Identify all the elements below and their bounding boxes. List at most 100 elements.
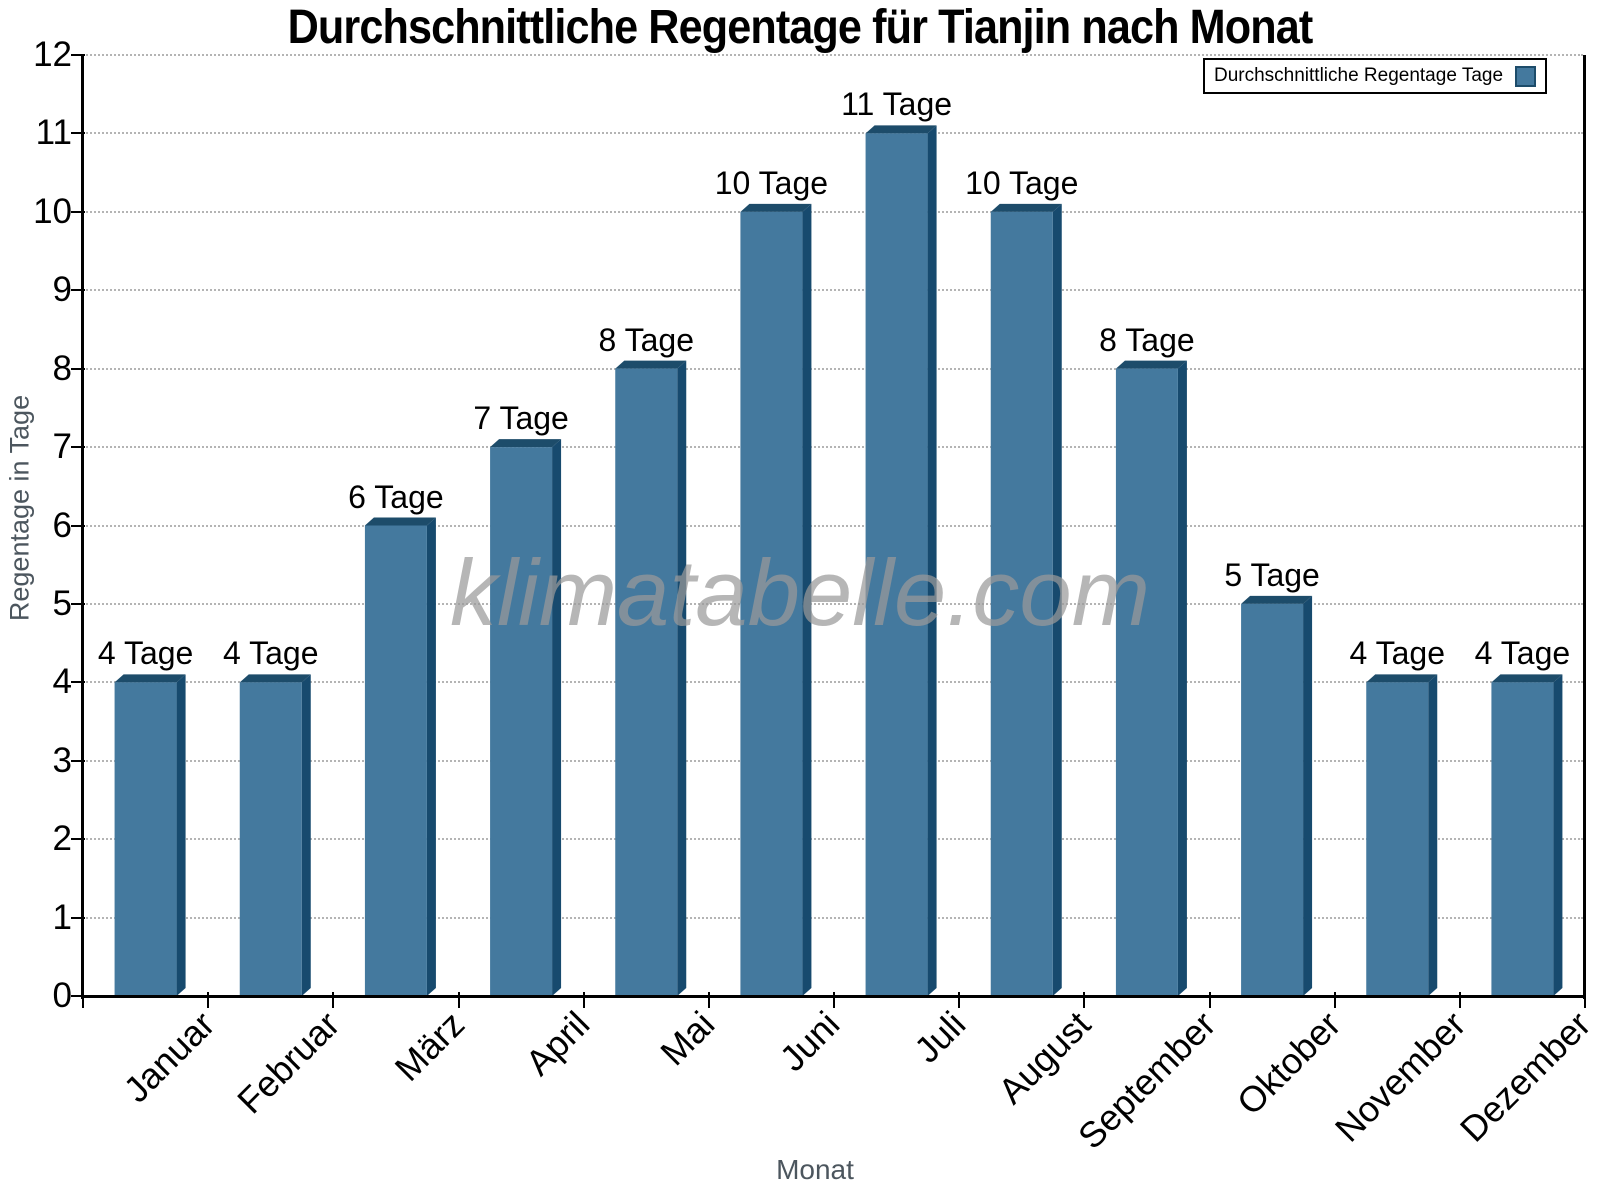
bar-mai	[615, 360, 687, 997]
y-tick-label-4: 4	[52, 662, 72, 702]
bar-value-label-september: 8 Tage	[1099, 321, 1195, 358]
bar-front-face	[239, 682, 302, 996]
gridline-5	[83, 602, 1583, 605]
bar-front-face	[615, 368, 678, 997]
x-tick-mark-11	[1458, 992, 1461, 1008]
y-tick-mark-12	[71, 54, 85, 56]
bar-value-label-januar: 4 Tage	[97, 635, 194, 672]
x-tick-mark-0	[82, 992, 84, 1008]
bar-side-face	[176, 674, 186, 996]
bar-side-face	[1428, 674, 1438, 996]
bar-november	[1366, 674, 1438, 996]
x-tick-mark-4	[582, 992, 585, 1008]
y-tick-label-12: 12	[33, 35, 72, 74]
gridline-3	[83, 759, 1583, 762]
y-tick-label-0: 0	[52, 976, 72, 1015]
bar-top-face	[239, 674, 311, 683]
bar-front-face	[1115, 368, 1178, 997]
bar-side-face	[1052, 203, 1062, 997]
bar-top-face	[114, 674, 186, 683]
y-tick-label-6: 6	[52, 505, 72, 545]
x-tick-mark-12	[1584, 992, 1586, 1008]
y-tick-mark-7	[71, 446, 85, 449]
y-tick-mark-8	[71, 367, 85, 370]
y-tick-label-5: 5	[52, 583, 72, 623]
x-tick-mark-3	[457, 992, 460, 1008]
bar-top-face	[615, 360, 687, 369]
bar-value-label-märz: 6 Tage	[348, 478, 444, 515]
y-axis-title: Regentage in Tage	[4, 394, 35, 622]
x-tick-mark-2	[332, 992, 335, 1008]
gridline-7	[83, 446, 1583, 449]
gridline-2	[83, 838, 1583, 841]
bar-front-face	[990, 211, 1053, 997]
bar-juli	[865, 125, 937, 996]
bar-april	[490, 439, 562, 996]
bar-front-face	[364, 525, 427, 996]
gridline-6	[83, 524, 1583, 527]
gridline-9	[83, 289, 1583, 292]
bar-oktober	[1241, 595, 1313, 996]
bar-value-label-oktober: 5 Tage	[1224, 556, 1320, 593]
bar-top-face	[490, 439, 562, 448]
y-tick-mark-4	[71, 681, 85, 684]
bar-top-face	[364, 517, 436, 526]
x-tick-mark-8	[1083, 992, 1086, 1008]
bar-value-label-november: 4 Tage	[1349, 635, 1446, 672]
y-tick-label-7: 7	[52, 427, 72, 467]
x-axis-title: Monat	[776, 1154, 854, 1185]
legend: Durchschnittliche Regentage Tage	[1203, 58, 1547, 94]
y-tick-label-10: 10	[33, 191, 72, 231]
bar-front-face	[740, 211, 803, 997]
bar-front-face	[1366, 682, 1429, 996]
y-tick-mark-5	[71, 602, 85, 605]
bar-top-face	[1115, 360, 1187, 369]
chart-title: Durchschnittliche Regentage für Tianjin …	[287, 1, 1314, 54]
bar-front-face	[865, 133, 928, 996]
bar-value-label-februar: 4 Tage	[223, 635, 319, 672]
bar-side-face	[1303, 595, 1313, 996]
bar-top-face	[1366, 674, 1438, 683]
bar-märz	[364, 517, 436, 996]
bar-top-face	[740, 203, 812, 212]
bar-value-label-dezember: 4 Tage	[1474, 635, 1571, 672]
bar-top-face	[1241, 595, 1313, 604]
gridline-10	[83, 210, 1583, 213]
x-tick-mark-5	[707, 992, 710, 1008]
bar-side-face	[927, 125, 937, 996]
x-tick-mark-7	[958, 992, 961, 1008]
y-tick-mark-6	[71, 524, 85, 527]
y-tick-label-2: 2	[52, 819, 72, 859]
bar-side-face	[552, 439, 562, 996]
gridline-8	[83, 367, 1583, 370]
bar-side-face	[426, 517, 436, 996]
y-tick-label-1: 1	[52, 897, 72, 937]
bar-dezember	[1491, 674, 1563, 996]
bar-side-face	[802, 203, 812, 997]
bar-front-face	[114, 682, 177, 996]
bar-front-face	[1241, 603, 1304, 996]
bar-front-face	[1491, 682, 1554, 996]
bar-value-label-juli: 11 Tage	[841, 86, 953, 123]
y-tick-mark-9	[71, 289, 85, 292]
y-tick-mark-11	[71, 132, 85, 135]
x-tick-mark-1	[207, 992, 210, 1008]
bar-value-label-august: 10 Tage	[965, 164, 1079, 201]
bar-top-face	[865, 125, 937, 134]
y-tick-mark-10	[71, 210, 85, 213]
bar-februar	[239, 674, 311, 996]
y-tick-label-8: 8	[52, 348, 72, 388]
plot-right-border	[1583, 55, 1586, 999]
legend-swatch	[1515, 65, 1537, 87]
bar-value-label-juni: 10 Tage	[714, 164, 829, 201]
bar-top-face	[1491, 674, 1563, 683]
bar-side-face	[1553, 674, 1563, 996]
bar-side-face	[677, 360, 687, 997]
y-tick-label-3: 3	[52, 740, 72, 780]
bar-top-face	[990, 203, 1062, 212]
gridline-4	[83, 681, 1583, 684]
gridline-11	[83, 132, 1583, 135]
y-tick-mark-3	[71, 759, 85, 762]
bar-september	[1115, 360, 1187, 997]
